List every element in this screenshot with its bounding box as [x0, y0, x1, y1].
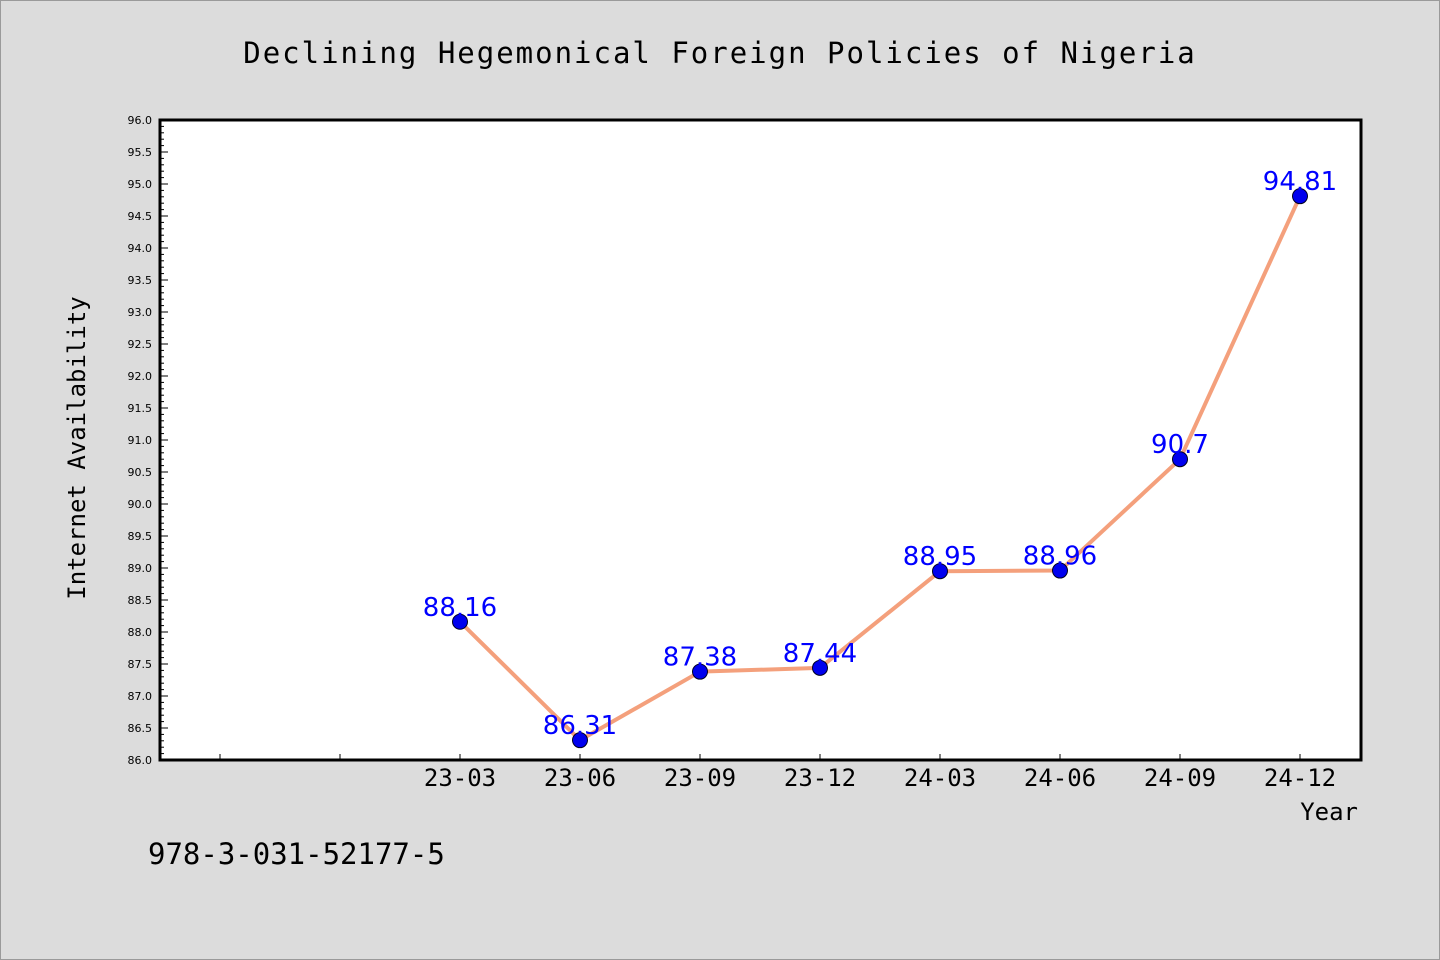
data-label: 87.38 — [663, 643, 737, 673]
y-tick-label: 86.5 — [128, 722, 153, 735]
plot-area — [158, 118, 1363, 762]
x-tick-label: 24-03 — [904, 764, 976, 792]
data-point — [452, 613, 468, 630]
y-tick-label: 87.5 — [128, 658, 153, 671]
x-tick-label: 23-06 — [544, 764, 616, 792]
y-tick-label: 93.5 — [128, 274, 153, 287]
data-point — [572, 732, 588, 749]
data-label: 88.95 — [903, 542, 977, 572]
data-point — [1292, 188, 1308, 205]
x-tick-label: 23-12 — [784, 764, 856, 792]
data-label: 94.81 — [1263, 167, 1337, 197]
y-tick-label: 91.0 — [128, 434, 153, 447]
y-axis-title: Internet Availability — [63, 296, 91, 599]
data-labels-layer: 88.16 86.31 87.38 87.44 88.95 88.96 90.7 94.81 — [423, 167, 1337, 741]
x-tick-label: 23-03 — [424, 764, 496, 792]
y-tick-label: 90.5 — [128, 466, 153, 479]
data-label: 88.96 — [1023, 542, 1097, 572]
y-tick-label: 86.0 — [128, 754, 153, 767]
series-line — [458, 195, 1302, 743]
y-tick-label: 88.5 — [128, 594, 153, 607]
data-point — [692, 663, 708, 680]
data-point — [1052, 562, 1068, 579]
x-tick-label: 23-09 — [664, 764, 736, 792]
footer-isbn: 978-3-031-52177-5 — [148, 837, 445, 871]
y-tick-label: 88.0 — [128, 626, 153, 639]
y-tick-label: 96.0 — [128, 114, 153, 127]
y-tick-label: 95.5 — [128, 146, 153, 159]
data-label: 88.16 — [423, 593, 497, 623]
data-point — [1172, 451, 1188, 468]
data-label: 90.7 — [1151, 430, 1209, 460]
x-tick-label: 24-06 — [1024, 764, 1096, 792]
y-tick-label: 89.5 — [128, 530, 153, 543]
y-tick-label: 93.0 — [128, 306, 153, 319]
y-tick-label: 92.5 — [128, 338, 153, 351]
y-tick-label: 89.0 — [128, 562, 153, 575]
y-tick-label: 94.0 — [128, 242, 153, 255]
y-tick-label: 91.5 — [128, 402, 153, 415]
x-tick-label: 24-12 — [1264, 764, 1336, 792]
y-tick-label: 92.0 — [128, 370, 153, 383]
x-tick-label: 24-09 — [1144, 764, 1216, 792]
x-axis-ticks: 23-03 23-06 23-09 23-12 24-03 24-06 24-09 24-12 — [219, 754, 1336, 792]
x-axis-title: Year — [1300, 798, 1358, 826]
data-point — [932, 563, 948, 580]
y-tick-label: 87.0 — [128, 690, 153, 703]
y-tick-label: 94.5 — [128, 210, 153, 223]
data-point — [812, 659, 828, 676]
chart-title: Declining Hegemonical Foreign Policies o… — [243, 36, 1197, 70]
data-label: 86.31 — [543, 711, 617, 741]
markers-layer — [452, 188, 1308, 749]
y-tick-label: 95.0 — [128, 178, 153, 191]
y-axis-ticks: 86.0 86.5 87.0 87.5 88.0 88.5 89.0 89.5 90.0 90.5… — [128, 114, 168, 767]
data-label: 87.44 — [783, 639, 857, 669]
y-tick-label: 90.0 — [128, 498, 153, 511]
series-layer — [458, 195, 1302, 743]
